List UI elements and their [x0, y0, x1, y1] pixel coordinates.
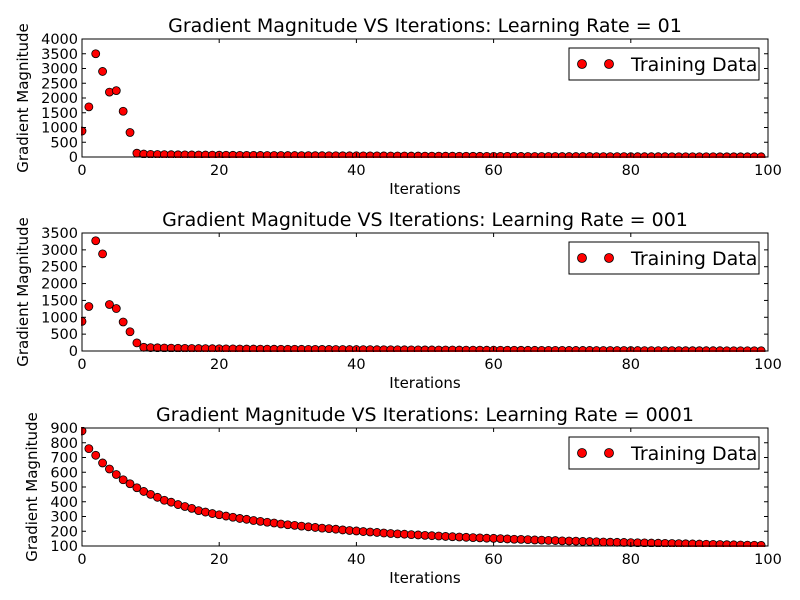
legend: Training Data: [568, 436, 760, 470]
data-point: [98, 249, 107, 259]
data-point: [84, 302, 94, 311]
y-tick-label: 100: [50, 539, 78, 555]
legend-box: [568, 47, 760, 81]
data-point: [105, 464, 114, 474]
x-tick-label: 0: [77, 357, 86, 373]
data-point: [98, 458, 107, 468]
x-tick-label: 20: [210, 357, 228, 373]
x-tick-label: 40: [347, 357, 365, 373]
chart-title: Gradient Magnitude VS Iterations: Learni…: [168, 15, 682, 37]
y-tick-label: 0: [69, 150, 78, 166]
y-tick-label: 500: [50, 135, 78, 151]
y-tick-label: 2500: [41, 76, 78, 92]
x-tick-label: 40: [347, 163, 365, 179]
y-tick-label: 2500: [41, 260, 78, 276]
data-point: [84, 102, 94, 112]
data-points: [81, 49, 766, 158]
data-points: [81, 427, 766, 547]
y-axis-label: Gradient Magnitude: [14, 217, 32, 367]
x-tick-label: 80: [622, 552, 640, 568]
data-point: [111, 470, 121, 479]
y-tick-label: 700: [50, 451, 78, 467]
legend-marker: [577, 59, 587, 69]
legend-marker: [604, 448, 614, 458]
x-axis-label: Iterations: [389, 374, 461, 392]
x-tick-label: 100: [754, 357, 782, 373]
data-point: [111, 304, 121, 313]
y-tick-label: 3000: [41, 62, 78, 78]
legend: Training Data: [568, 47, 760, 81]
y-tick-label: 4000: [41, 32, 78, 48]
legend-marker: [577, 253, 587, 263]
legend-box: [568, 241, 760, 275]
x-tick-label: 80: [622, 357, 640, 373]
y-tick-label: 1000: [41, 121, 78, 137]
subplot-2: Gradient Magnitude VS Iterations: Learni…: [14, 209, 782, 392]
y-tick-label: 400: [50, 495, 78, 511]
axes-frame: [81, 232, 769, 352]
y-tick-label: 2000: [41, 91, 78, 107]
x-tick-label: 0: [77, 552, 86, 568]
y-tick-label: 500: [50, 480, 78, 496]
y-tick-label: 1000: [41, 310, 78, 326]
legend-label: Training Data: [630, 248, 757, 270]
legend-box: [568, 436, 760, 470]
data-point: [118, 106, 128, 116]
legend-marker: [577, 448, 587, 458]
data-point: [756, 541, 766, 547]
y-axis-label: Gradient Magnitude: [23, 412, 41, 562]
legend: Training Data: [568, 241, 760, 275]
legend-marker: [604, 253, 614, 263]
y-axis-label: Gradient Magnitude: [14, 23, 32, 173]
y-tick-label: 3000: [41, 243, 78, 259]
y-tick-label: 0: [69, 344, 78, 360]
x-axis-label: Iterations: [389, 180, 461, 198]
x-tick-label: 0: [77, 163, 86, 179]
y-tick-label: 3500: [41, 226, 78, 242]
data-point: [118, 317, 128, 327]
x-tick-label: 20: [210, 163, 228, 179]
data-points: [81, 236, 766, 352]
y-tick-label: 300: [50, 510, 78, 526]
y-tick-label: 2000: [41, 277, 78, 293]
x-axis-label: Iterations: [389, 569, 461, 587]
data-point: [125, 327, 135, 337]
x-tick-label: 100: [754, 163, 782, 179]
data-point: [132, 483, 142, 493]
legend-label: Training Data: [630, 443, 757, 465]
data-point: [125, 128, 135, 137]
x-tick-label: 20: [210, 552, 228, 568]
data-point: [111, 86, 121, 96]
x-tick-label: 80: [622, 163, 640, 179]
data-point: [98, 67, 107, 76]
y-tick-label: 200: [50, 524, 78, 540]
x-tick-label: 40: [347, 552, 365, 568]
legend-label: Training Data: [630, 54, 757, 76]
x-tick-label: 100: [754, 552, 782, 568]
y-tick-label: 600: [50, 465, 78, 481]
data-point: [125, 479, 135, 489]
x-tick-label: 60: [484, 357, 502, 373]
subplot-3: Gradient Magnitude VS Iterations: Learni…: [23, 404, 782, 587]
subplot-1: Gradient Magnitude VS Iterations: Learni…: [14, 15, 782, 198]
data-point: [91, 236, 101, 246]
y-tick-label: 3500: [41, 47, 78, 63]
y-tick-label: 800: [50, 436, 78, 452]
y-tick-label: 500: [50, 327, 78, 343]
x-tick-label: 60: [484, 163, 502, 179]
data-point: [91, 450, 101, 460]
legend-marker: [604, 59, 614, 69]
chart-title: Gradient Magnitude VS Iterations: Learni…: [162, 209, 688, 231]
data-point: [84, 444, 94, 454]
y-tick-label: 1500: [41, 106, 78, 122]
data-point: [91, 49, 101, 59]
chart-title: Gradient Magnitude VS Iterations: Learni…: [156, 404, 694, 426]
data-point: [105, 300, 114, 309]
x-tick-label: 60: [484, 552, 502, 568]
y-tick-label: 900: [50, 421, 78, 437]
y-tick-label: 1500: [41, 293, 78, 309]
data-point: [132, 338, 142, 348]
data-point: [118, 475, 128, 485]
